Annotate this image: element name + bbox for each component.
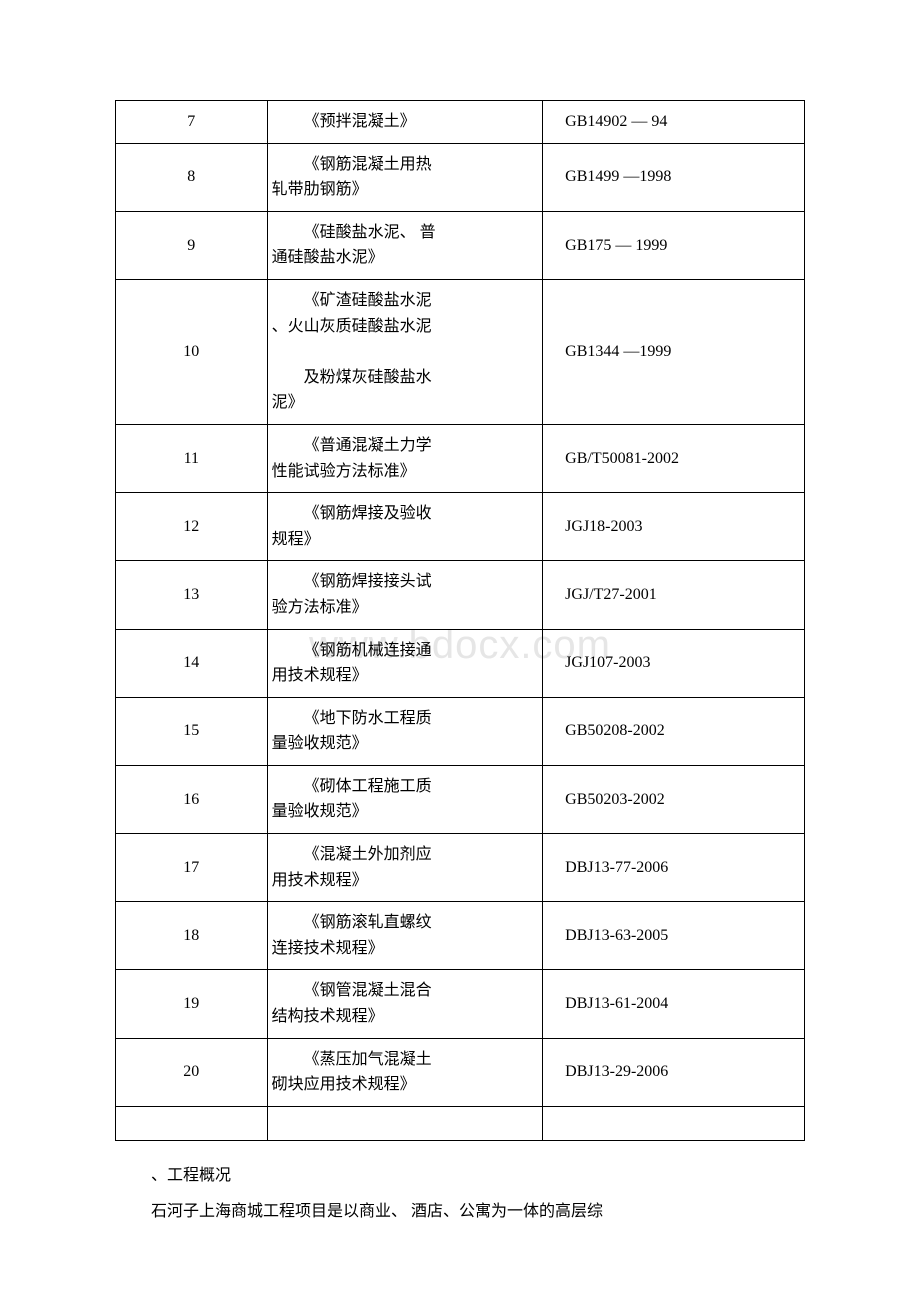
row-code-cell: DBJ13-61-2004 (543, 970, 805, 1038)
row-title-cell: 《钢筋滚轧直螺纹连接技术规程》 (267, 902, 543, 970)
table-row: 14《钢筋机械连接通用技术规程》JGJ107-2003 (116, 629, 805, 697)
standards-table-container: 7《预拌混凝土》GB14902 — 948《钢筋混凝土用热轧带肋钢筋》GB149… (115, 100, 805, 1141)
title-line: 结构技术规程》 (272, 1004, 539, 1030)
title-line: 《钢筋混凝土用热 (272, 152, 539, 178)
title-line: 《矿渣硅酸盐水泥 (272, 288, 539, 314)
row-title-cell: 《矿渣硅酸盐水泥、火山灰质硅酸盐水泥 及粉煤灰硅酸盐水泥》 (267, 279, 543, 424)
title-line: 《钢筋滚轧直螺纹 (272, 910, 539, 936)
row-number-cell: 19 (116, 970, 268, 1038)
title-line: 通硅酸盐水泥》 (272, 245, 539, 271)
title-line: 、火山灰质硅酸盐水泥 (272, 314, 539, 340)
title-line: 《砌体工程施工质 (272, 774, 539, 800)
title-line: 量验收规范》 (272, 731, 539, 757)
row-code-cell: GB50208-2002 (543, 697, 805, 765)
row-number-cell: 16 (116, 765, 268, 833)
row-title-cell: 《混凝土外加剂应用技术规程》 (267, 834, 543, 902)
row-code-cell: GB1499 —1998 (543, 143, 805, 211)
table-row: 9《硅酸盐水泥、 普通硅酸盐水泥》GB175 — 1999 (116, 211, 805, 279)
title-line: 《钢筋焊接及验收 (272, 501, 539, 527)
table-row: 8《钢筋混凝土用热轧带肋钢筋》GB1499 —1998 (116, 143, 805, 211)
row-code-cell: GB1344 —1999 (543, 279, 805, 424)
row-number-cell: 18 (116, 902, 268, 970)
table-row: 20《蒸压加气混凝土砌块应用技术规程》DBJ13-29-2006 (116, 1038, 805, 1106)
title-line: 《地下防水工程质 (272, 706, 539, 732)
empty-cell (116, 1106, 268, 1141)
row-code-cell: DBJ13-77-2006 (543, 834, 805, 902)
table-row: 19《钢管混凝土混合结构技术规程》DBJ13-61-2004 (116, 970, 805, 1038)
table-row: 15《地下防水工程质量验收规范》GB50208-2002 (116, 697, 805, 765)
row-code-cell: JGJ/T27-2001 (543, 561, 805, 629)
title-line: 轧带肋钢筋》 (272, 177, 539, 203)
table-row: 10《矿渣硅酸盐水泥、火山灰质硅酸盐水泥 及粉煤灰硅酸盐水泥》GB1344 —1… (116, 279, 805, 424)
title-line: 规程》 (272, 527, 539, 553)
table-row: 7《预拌混凝土》GB14902 — 94 (116, 101, 805, 144)
empty-cell (543, 1106, 805, 1141)
title-line: 《蒸压加气混凝土 (272, 1047, 539, 1073)
row-number-cell: 7 (116, 101, 268, 144)
row-number-cell: 12 (116, 493, 268, 561)
row-number-cell: 13 (116, 561, 268, 629)
table-row: 12《钢筋焊接及验收规程》JGJ18-2003 (116, 493, 805, 561)
paragraph-section: 、工程概况 石河子上海商城工程项目是以商业、 酒店、公寓为一体的高层综 (115, 1159, 805, 1228)
table-row-empty (116, 1106, 805, 1141)
paragraph-heading: 、工程概况 (151, 1159, 805, 1193)
row-title-cell: 《钢筋焊接及验收规程》 (267, 493, 543, 561)
title-line: 《混凝土外加剂应 (272, 842, 539, 868)
table-row: 16《砌体工程施工质量验收规范》GB50203-2002 (116, 765, 805, 833)
title-line: 《硅酸盐水泥、 普 (272, 220, 539, 246)
title-line: 用技术规程》 (272, 663, 539, 689)
title-line: 性能试验方法标准》 (272, 459, 539, 485)
row-code-cell: JGJ107-2003 (543, 629, 805, 697)
row-number-cell: 20 (116, 1038, 268, 1106)
empty-cell (267, 1106, 543, 1141)
table-row: 18《钢筋滚轧直螺纹连接技术规程》DBJ13-63-2005 (116, 902, 805, 970)
row-title-cell: 《钢筋混凝土用热轧带肋钢筋》 (267, 143, 543, 211)
row-title-cell: 《普通混凝土力学性能试验方法标准》 (267, 424, 543, 492)
row-code-cell: GB/T50081-2002 (543, 424, 805, 492)
row-title-cell: 《砌体工程施工质量验收规范》 (267, 765, 543, 833)
title-line: 用技术规程》 (272, 868, 539, 894)
table-row: 13《钢筋焊接接头试验方法标准》JGJ/T27-2001 (116, 561, 805, 629)
row-title-cell: 《地下防水工程质量验收规范》 (267, 697, 543, 765)
row-title-cell: 《钢管混凝土混合结构技术规程》 (267, 970, 543, 1038)
row-number-cell: 9 (116, 211, 268, 279)
row-code-cell: DBJ13-63-2005 (543, 902, 805, 970)
title-line: 砌块应用技术规程》 (272, 1072, 539, 1098)
row-number-cell: 8 (116, 143, 268, 211)
row-number-cell: 17 (116, 834, 268, 902)
row-number-cell: 14 (116, 629, 268, 697)
table-row: 17《混凝土外加剂应用技术规程》DBJ13-77-2006 (116, 834, 805, 902)
row-number-cell: 11 (116, 424, 268, 492)
title-line: 《预拌混凝土》 (272, 109, 539, 135)
row-code-cell: GB14902 — 94 (543, 101, 805, 144)
title-line: 泥》 (272, 390, 539, 416)
row-title-cell: 《硅酸盐水泥、 普通硅酸盐水泥》 (267, 211, 543, 279)
paragraph-body: 石河子上海商城工程项目是以商业、 酒店、公寓为一体的高层综 (151, 1195, 805, 1229)
table-row: 11《普通混凝土力学性能试验方法标准》GB/T50081-2002 (116, 424, 805, 492)
row-title-cell: 《钢筋焊接接头试验方法标准》 (267, 561, 543, 629)
title-line: 《普通混凝土力学 (272, 433, 539, 459)
row-number-cell: 15 (116, 697, 268, 765)
title-line: 连接技术规程》 (272, 936, 539, 962)
standards-table: 7《预拌混凝土》GB14902 — 948《钢筋混凝土用热轧带肋钢筋》GB149… (115, 100, 805, 1141)
row-code-cell: GB175 — 1999 (543, 211, 805, 279)
title-line: 《钢管混凝土混合 (272, 978, 539, 1004)
row-title-cell: 《预拌混凝土》 (267, 101, 543, 144)
row-code-cell: GB50203-2002 (543, 765, 805, 833)
title-line: 及粉煤灰硅酸盐水 (272, 365, 539, 391)
title-line: 《钢筋机械连接通 (272, 638, 539, 664)
title-line: 量验收规范》 (272, 799, 539, 825)
row-code-cell: JGJ18-2003 (543, 493, 805, 561)
row-code-cell: DBJ13-29-2006 (543, 1038, 805, 1106)
row-title-cell: 《蒸压加气混凝土砌块应用技术规程》 (267, 1038, 543, 1106)
row-number-cell: 10 (116, 279, 268, 424)
row-title-cell: 《钢筋机械连接通用技术规程》 (267, 629, 543, 697)
title-line: 《钢筋焊接接头试 (272, 569, 539, 595)
page-content: 7《预拌混凝土》GB14902 — 948《钢筋混凝土用热轧带肋钢筋》GB149… (115, 100, 805, 1229)
title-line: 验方法标准》 (272, 595, 539, 621)
title-line (272, 339, 539, 365)
